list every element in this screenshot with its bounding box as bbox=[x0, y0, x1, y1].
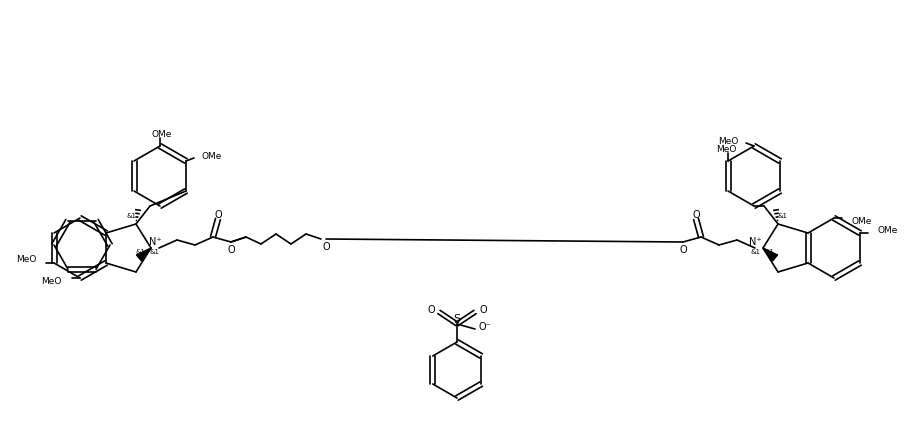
Text: OMe: OMe bbox=[202, 151, 222, 160]
Polygon shape bbox=[136, 248, 151, 261]
Text: O: O bbox=[692, 210, 700, 220]
Text: O: O bbox=[479, 305, 487, 315]
Text: MeO: MeO bbox=[16, 255, 36, 264]
Text: S: S bbox=[453, 314, 461, 324]
Text: &1: &1 bbox=[150, 249, 160, 255]
Text: MeO: MeO bbox=[42, 277, 62, 286]
Text: O⁻: O⁻ bbox=[479, 322, 492, 332]
Text: &1: &1 bbox=[136, 249, 146, 255]
Text: O: O bbox=[228, 245, 235, 255]
Text: O: O bbox=[214, 210, 222, 220]
Text: &1: &1 bbox=[777, 213, 787, 219]
Text: &1: &1 bbox=[764, 249, 774, 255]
Text: OMe: OMe bbox=[878, 225, 898, 234]
Text: O: O bbox=[322, 242, 330, 252]
Text: MeO: MeO bbox=[717, 137, 738, 146]
Text: O: O bbox=[427, 305, 435, 315]
Text: O: O bbox=[679, 245, 686, 255]
Text: &1: &1 bbox=[750, 249, 760, 255]
Text: N⁺: N⁺ bbox=[749, 237, 761, 247]
Text: &1: &1 bbox=[127, 213, 137, 219]
Polygon shape bbox=[763, 248, 778, 261]
Text: MeO: MeO bbox=[716, 145, 736, 154]
Text: OMe: OMe bbox=[152, 129, 172, 138]
Text: N⁺: N⁺ bbox=[149, 237, 161, 247]
Text: OMe: OMe bbox=[852, 217, 872, 225]
